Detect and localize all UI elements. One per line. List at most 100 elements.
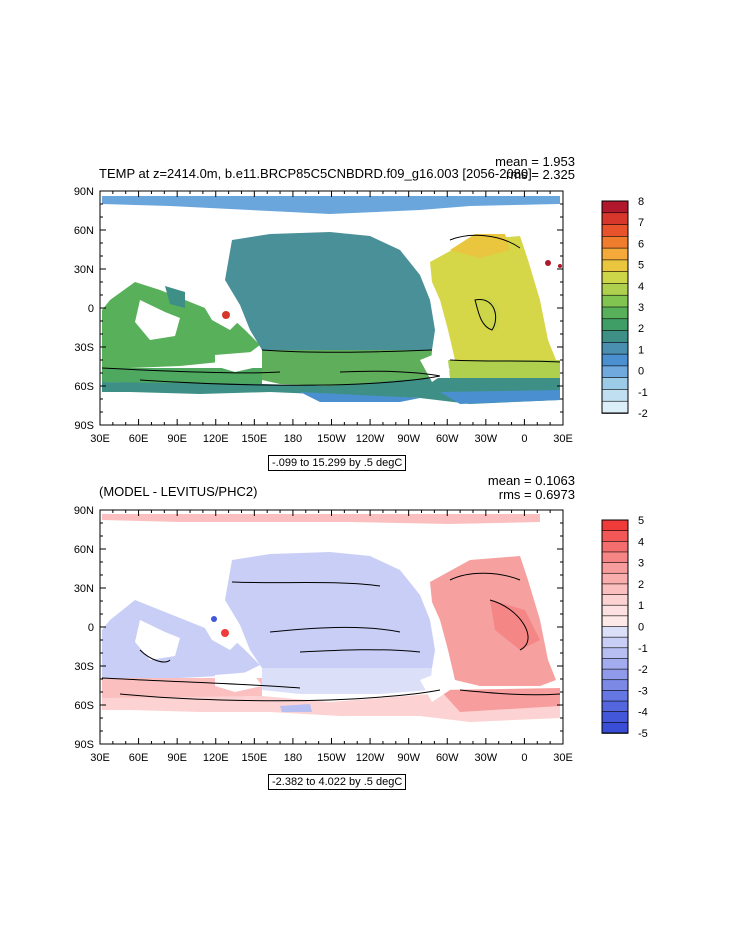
colorbar-swatch bbox=[601, 604, 629, 617]
y-tick-label: 60S bbox=[74, 700, 94, 712]
x-tick-label: 120E bbox=[203, 752, 229, 764]
colorbar-swatch bbox=[601, 594, 629, 606]
map-frame-1: 30E 60E 90E 120E 150E 180 150W 120W 90W 60W 30W 0 30… bbox=[74, 186, 573, 445]
colorbar-label: -2 bbox=[638, 664, 648, 676]
colorbar-swatch bbox=[601, 530, 629, 543]
x-tick-label: 150E bbox=[241, 752, 267, 764]
panel1-mean: mean = 1.953 bbox=[495, 154, 575, 169]
x-tick-label: 90W bbox=[397, 433, 420, 445]
y-tick-label: 0 bbox=[88, 622, 94, 634]
x-tick-label: 30E bbox=[553, 752, 573, 764]
colorbar-label: 1 bbox=[638, 344, 644, 356]
y-tick-label: 0 bbox=[88, 303, 94, 315]
colorbar-label: -3 bbox=[638, 685, 648, 697]
x-tick-label: 180 bbox=[284, 433, 302, 445]
panel1-rms: rms = 2.325 bbox=[505, 167, 575, 182]
colorbar-label: 0 bbox=[638, 622, 644, 634]
colorbar-swatch bbox=[601, 711, 629, 724]
y-tick-label: 30S bbox=[74, 342, 94, 354]
colorbar-label: -2 bbox=[638, 408, 648, 420]
colorbar-label: -4 bbox=[638, 707, 648, 719]
panel2-range-label: -2.382 to 4.022 by .5 degC bbox=[268, 774, 407, 791]
y-tick-label: 30N bbox=[74, 264, 94, 276]
colorbar-label: 5 bbox=[638, 515, 644, 527]
colorbar-label: 5 bbox=[638, 260, 644, 272]
x-tick-label: 0 bbox=[521, 752, 527, 764]
colorbar-swatch bbox=[601, 636, 629, 649]
colorbar-border bbox=[601, 200, 629, 414]
colorbar-label: 4 bbox=[638, 281, 644, 293]
y-tick-label: 30N bbox=[74, 583, 94, 595]
x-tick-label: 150W bbox=[317, 752, 346, 764]
colorbar-swatch bbox=[601, 572, 629, 585]
x-tick-label: 150W bbox=[317, 433, 346, 445]
colorbar-label: 0 bbox=[638, 366, 644, 378]
x-tick-label: 30E bbox=[553, 433, 573, 445]
x-tick-label: 120E bbox=[203, 433, 229, 445]
colorbar-label: -1 bbox=[638, 643, 648, 655]
y-tick-label: 60N bbox=[74, 225, 94, 237]
colorbar-swatch bbox=[601, 679, 629, 692]
colorbar-swatch bbox=[601, 519, 629, 532]
x-tick-label: 0 bbox=[521, 433, 527, 445]
y-tick-label: 60N bbox=[74, 544, 94, 556]
x-tick-label: 90E bbox=[167, 752, 187, 764]
colorbar-label: 6 bbox=[638, 238, 644, 250]
colorbar-label: 4 bbox=[638, 536, 644, 548]
colorbar-label: 2 bbox=[638, 579, 644, 591]
colorbar-border bbox=[601, 519, 629, 734]
x-tick-label: 60E bbox=[129, 433, 149, 445]
panel1-range-label: -.099 to 15.299 by .5 degC bbox=[268, 455, 407, 472]
x-tick-label: 90W bbox=[397, 752, 420, 764]
colorbar-label: -5 bbox=[638, 728, 648, 740]
colorbar-swatch bbox=[601, 690, 629, 702]
colorbar-swatch bbox=[601, 722, 629, 734]
colorbar-swatch bbox=[601, 540, 629, 553]
y-tick-label: 90S bbox=[74, 739, 94, 751]
colorbar-label: 8 bbox=[638, 196, 644, 208]
y-tick-label: 90S bbox=[74, 420, 94, 432]
y-tick-label: 30S bbox=[74, 661, 94, 673]
colorbar-swatch bbox=[601, 583, 629, 596]
ocean-field-2 bbox=[101, 514, 561, 722]
x-tick-label: 180 bbox=[284, 752, 302, 764]
x-tick-label: 120W bbox=[356, 433, 385, 445]
colorbar-swatch bbox=[601, 700, 629, 713]
colorbar-label: 7 bbox=[638, 217, 644, 229]
x-tick-label: 60W bbox=[436, 433, 459, 445]
y-tick-label: 90N bbox=[74, 186, 94, 198]
colorbar-swatch bbox=[601, 626, 629, 638]
colorbar-label: 3 bbox=[638, 302, 644, 314]
ocean-field-1 bbox=[101, 196, 562, 404]
y-tick-label: 90N bbox=[74, 505, 94, 517]
x-tick-label: 30W bbox=[475, 433, 498, 445]
colorbar-swatch bbox=[601, 668, 629, 681]
map-frame-2: 30E 60E 90E 120E 150E 180 150W 120W 90W 60W 30W 0 30… bbox=[74, 505, 573, 764]
panel1-title: TEMP at z=2414.0m, b.e11.BRCP85C5CNBDRD.… bbox=[99, 166, 532, 181]
colorbar-swatch bbox=[601, 562, 629, 575]
colorbar-swatch bbox=[601, 647, 629, 660]
colorbar-swatch bbox=[601, 551, 629, 564]
panel2-rms: rms = 0.6973 bbox=[498, 487, 575, 502]
x-tick-label: 30E bbox=[90, 752, 110, 764]
colorbar-label: 3 bbox=[638, 558, 644, 570]
x-tick-label: 60E bbox=[129, 752, 149, 764]
x-tick-label: 90E bbox=[167, 433, 187, 445]
panel2-title: (MODEL - LEVITUS/PHC2) bbox=[99, 484, 258, 499]
x-tick-label: 150E bbox=[241, 433, 267, 445]
colorbar-label: 2 bbox=[638, 323, 644, 335]
panel2-mean: mean = 0.1063 bbox=[487, 473, 575, 488]
x-tick-label: 120W bbox=[356, 752, 385, 764]
x-tick-label: 30E bbox=[90, 433, 110, 445]
colorbar-label: -1 bbox=[638, 387, 648, 399]
x-tick-label: 30W bbox=[475, 752, 498, 764]
colorbar-swatch bbox=[601, 658, 629, 670]
colorbar-label: 1 bbox=[638, 600, 644, 612]
colorbar-swatch bbox=[601, 615, 629, 628]
x-tick-label: 60W bbox=[436, 752, 459, 764]
y-tick-label: 60S bbox=[74, 381, 94, 393]
